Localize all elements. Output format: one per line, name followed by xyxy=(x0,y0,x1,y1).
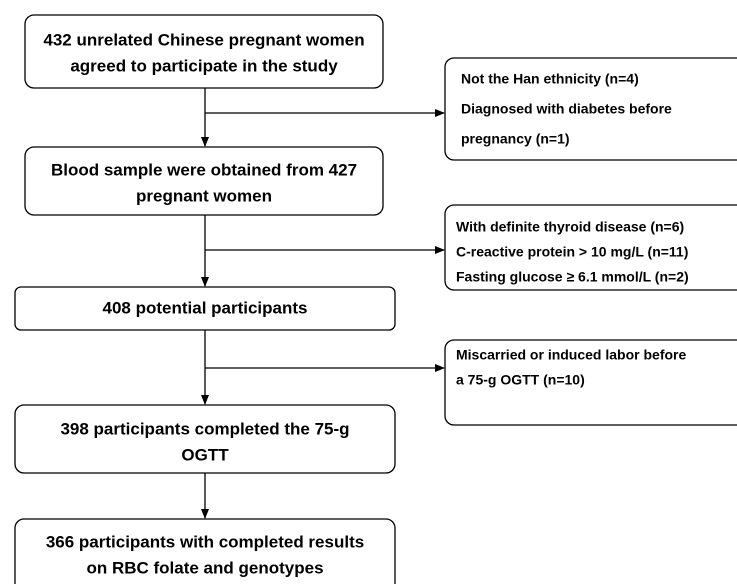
exclusion-box xyxy=(444,339,737,426)
node-text: OGTT xyxy=(181,445,229,464)
node-text: 366 participants with completed results xyxy=(46,532,364,551)
node-text: pregnant women xyxy=(136,186,272,205)
box xyxy=(24,14,384,89)
node-text: 408 potential participants xyxy=(103,298,308,317)
exclusion-text: Diagnosed with diabetes before xyxy=(461,101,672,117)
box xyxy=(24,146,384,216)
exclusion-text: a 75-g OGTT (n=10) xyxy=(456,372,585,388)
exclusion-text: C-reactive protein > 10 mg/L (n=11) xyxy=(456,244,688,260)
node-text: 432 unrelated Chinese pregnant women xyxy=(43,30,364,49)
exclusion-text: pregnancy (n=1) xyxy=(461,131,570,147)
node-text: agreed to participate in the study xyxy=(70,56,338,75)
node-text: Blood sample were obtained from 427 xyxy=(51,160,357,179)
exclusion-box xyxy=(444,57,737,161)
box xyxy=(14,518,396,584)
node-text: 398 participants completed the 75-g xyxy=(60,419,349,438)
node-text: on RBC folate and genotypes xyxy=(86,558,323,577)
exclusion-text: Not the Han ethnicity (n=4) xyxy=(461,71,639,87)
exclusion-text: Miscarried or induced labor before xyxy=(456,347,686,363)
exclusion-text: Fasting glucose ≥ 6.1 mmol/L (n=2) xyxy=(456,269,689,285)
exclusion-box xyxy=(444,204,737,291)
exclusion-text: With definite thyroid disease (n=6) xyxy=(456,219,684,235)
